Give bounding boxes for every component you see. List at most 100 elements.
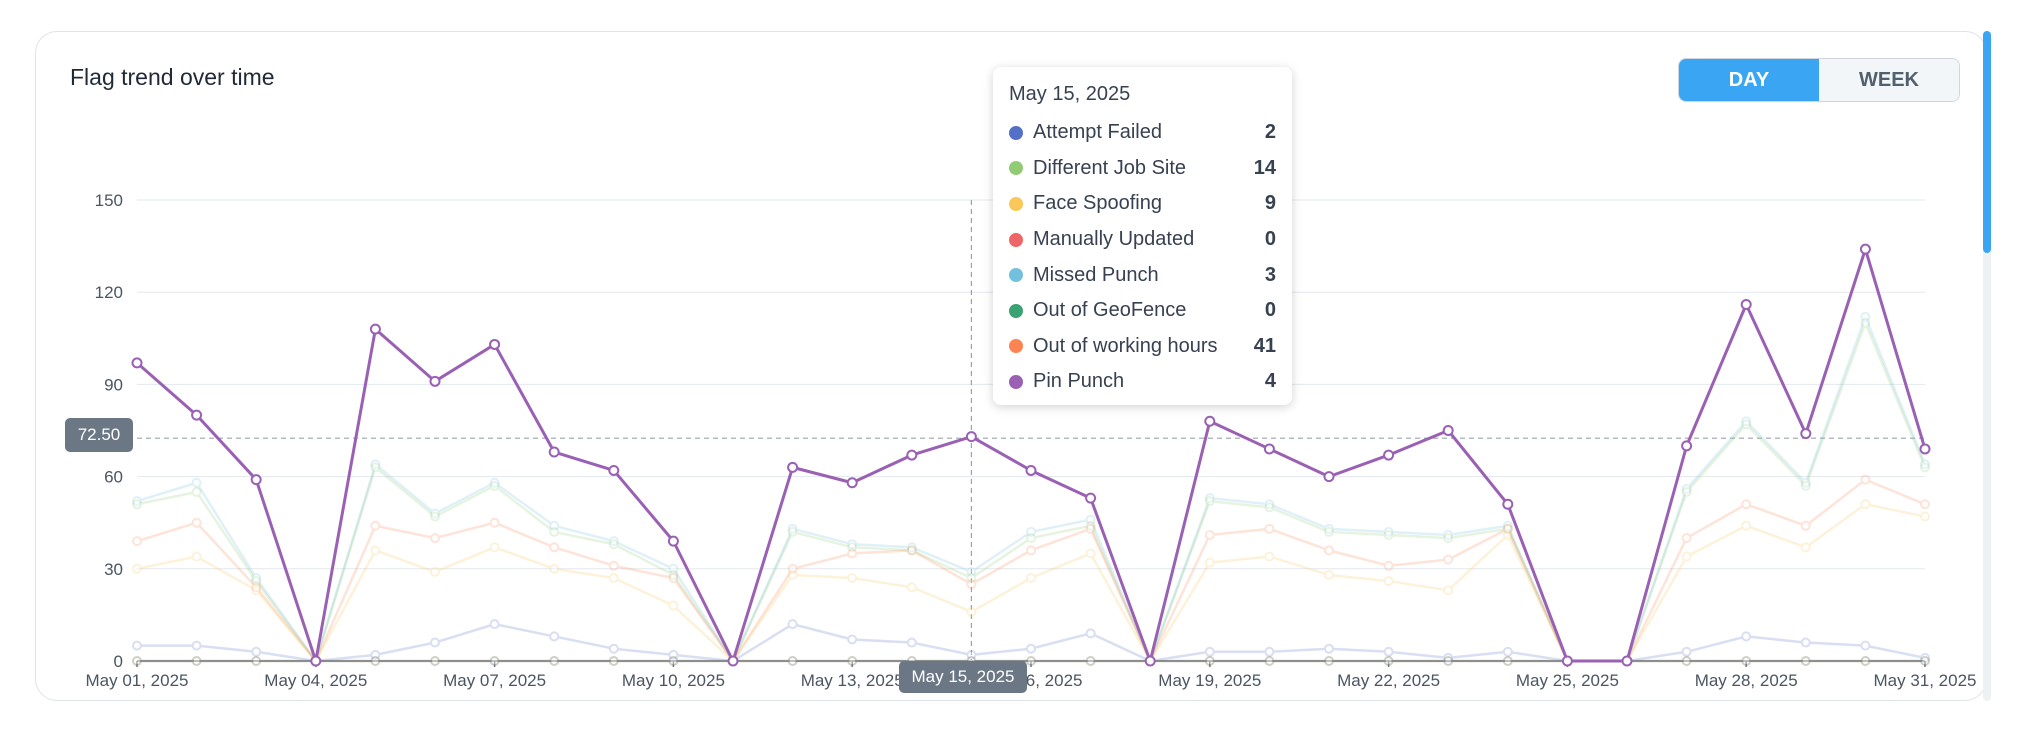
- data-point[interactable]: [1920, 462, 1930, 473]
- data-point[interactable]: [1860, 656, 1871, 666]
- data-point[interactable]: [1741, 499, 1752, 510]
- data-point[interactable]: [1204, 415, 1216, 427]
- data-point[interactable]: [846, 477, 858, 489]
- data-point[interactable]: [1800, 477, 1811, 488]
- data-point[interactable]: [132, 656, 142, 666]
- data-point[interactable]: [608, 536, 619, 547]
- data-point[interactable]: [1920, 511, 1930, 522]
- data-point[interactable]: [668, 563, 679, 574]
- data-point[interactable]: [1324, 656, 1334, 666]
- data-point[interactable]: [1681, 483, 1692, 494]
- data-point[interactable]: [1920, 656, 1930, 666]
- data-point[interactable]: [1443, 656, 1454, 666]
- data-point[interactable]: [430, 533, 440, 544]
- data-point[interactable]: [1085, 656, 1096, 666]
- data-point[interactable]: [1026, 533, 1036, 544]
- data-point[interactable]: [1383, 560, 1394, 571]
- data-point[interactable]: [787, 563, 798, 574]
- data-point[interactable]: [1919, 443, 1931, 455]
- data-point[interactable]: [489, 477, 500, 488]
- data-point[interactable]: [1800, 637, 1811, 648]
- data-point[interactable]: [966, 566, 977, 577]
- data-point[interactable]: [251, 582, 262, 593]
- data-point[interactable]: [787, 656, 798, 666]
- data-point[interactable]: [608, 464, 620, 476]
- data-point[interactable]: [191, 551, 202, 562]
- data-point[interactable]: [1920, 459, 1930, 470]
- data-point[interactable]: [906, 545, 917, 556]
- data-point[interactable]: [1085, 520, 1096, 531]
- data-point[interactable]: [1502, 656, 1513, 666]
- data-point[interactable]: [1800, 656, 1811, 666]
- data-point[interactable]: [251, 646, 262, 657]
- data-point[interactable]: [966, 606, 977, 617]
- data-point[interactable]: [1204, 493, 1215, 504]
- data-point[interactable]: [906, 545, 917, 556]
- data-point[interactable]: [1324, 643, 1334, 654]
- data-point[interactable]: [1085, 628, 1096, 639]
- data-point[interactable]: [1443, 529, 1454, 540]
- data-point[interactable]: [1026, 573, 1036, 584]
- data-point[interactable]: [548, 446, 560, 458]
- data-point[interactable]: [667, 535, 679, 547]
- data-point[interactable]: [787, 526, 798, 537]
- data-point[interactable]: [251, 656, 262, 666]
- data-point[interactable]: [1800, 542, 1811, 553]
- data-point[interactable]: [1860, 499, 1871, 510]
- data-point[interactable]: [1860, 656, 1871, 666]
- data-point[interactable]: [549, 542, 560, 553]
- data-point[interactable]: [1502, 520, 1513, 531]
- data-point[interactable]: [489, 517, 500, 528]
- data-point[interactable]: [1741, 656, 1752, 666]
- scrollbar-thumb[interactable]: [1983, 31, 1991, 253]
- data-point[interactable]: [847, 656, 858, 666]
- data-point[interactable]: [1264, 502, 1275, 513]
- data-point[interactable]: [191, 640, 202, 651]
- data-point[interactable]: [847, 539, 858, 550]
- data-point[interactable]: [1204, 557, 1215, 568]
- data-point[interactable]: [1443, 656, 1454, 666]
- data-point[interactable]: [1443, 554, 1454, 565]
- day-button[interactable]: DAY: [1679, 59, 1819, 101]
- data-point[interactable]: [370, 545, 381, 556]
- data-point[interactable]: [549, 656, 560, 666]
- data-point[interactable]: [1681, 551, 1692, 562]
- data-point[interactable]: [847, 573, 858, 584]
- data-point[interactable]: [1502, 656, 1513, 666]
- data-point[interactable]: [1264, 656, 1275, 666]
- data-point[interactable]: [430, 656, 440, 666]
- data-point[interactable]: [847, 548, 858, 559]
- data-point[interactable]: [1324, 523, 1334, 534]
- data-point[interactable]: [906, 582, 917, 593]
- data-point[interactable]: [191, 656, 202, 666]
- data-point[interactable]: [132, 536, 142, 547]
- data-point[interactable]: [549, 520, 560, 531]
- data-point[interactable]: [668, 573, 679, 584]
- data-point[interactable]: [608, 560, 619, 571]
- data-point[interactable]: [966, 649, 977, 660]
- data-point[interactable]: [430, 566, 440, 577]
- data-point[interactable]: [1860, 311, 1871, 322]
- data-point[interactable]: [1025, 464, 1037, 476]
- data-point[interactable]: [191, 486, 202, 497]
- data-point[interactable]: [1026, 656, 1036, 666]
- data-point[interactable]: [1741, 656, 1752, 666]
- series-out-of-geofence[interactable]: [132, 656, 1930, 666]
- data-point[interactable]: [608, 573, 619, 584]
- data-point[interactable]: [251, 573, 262, 584]
- data-point[interactable]: [1026, 643, 1036, 654]
- data-point[interactable]: [370, 520, 381, 531]
- data-point[interactable]: [1443, 652, 1454, 663]
- data-point[interactable]: [191, 409, 203, 421]
- scrollbar-track[interactable]: [1983, 31, 1991, 701]
- data-point[interactable]: [1204, 656, 1215, 666]
- data-point[interactable]: [1204, 656, 1215, 666]
- data-point[interactable]: [132, 640, 142, 651]
- data-point[interactable]: [1800, 656, 1811, 666]
- data-point[interactable]: [1800, 520, 1811, 531]
- data-point[interactable]: [1263, 443, 1275, 455]
- data-point[interactable]: [1741, 631, 1752, 642]
- data-point[interactable]: [1920, 656, 1930, 666]
- data-point[interactable]: [1204, 529, 1215, 540]
- data-point[interactable]: [191, 477, 202, 488]
